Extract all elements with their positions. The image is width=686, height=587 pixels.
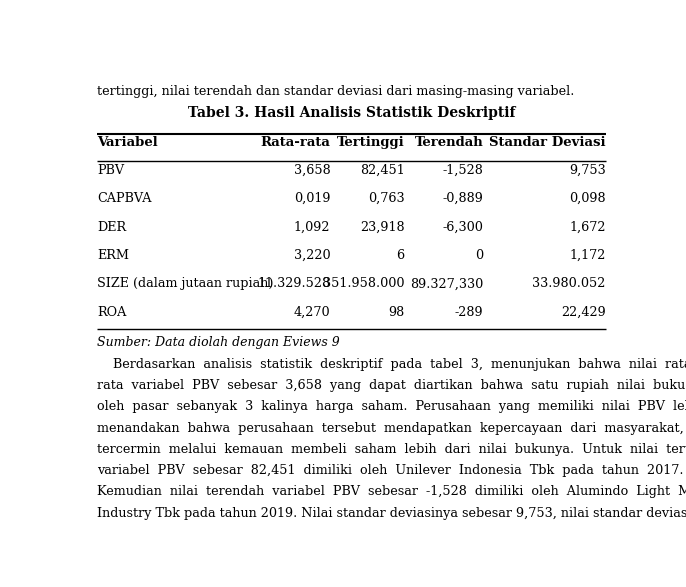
Text: DER: DER xyxy=(97,221,127,234)
Text: 82,451: 82,451 xyxy=(360,164,405,177)
Text: -1,528: -1,528 xyxy=(442,164,484,177)
Text: Standar Deviasi: Standar Deviasi xyxy=(489,136,606,150)
Text: Industry Tbk pada tahun 2019. Nilai standar deviasinya sebesar 9,753, nilai stan: Industry Tbk pada tahun 2019. Nilai stan… xyxy=(97,507,686,519)
Text: PBV: PBV xyxy=(97,164,125,177)
Text: 4,270: 4,270 xyxy=(294,306,330,319)
Text: 1,672: 1,672 xyxy=(569,221,606,234)
Text: 89.327,330: 89.327,330 xyxy=(410,278,484,291)
Text: 9,753: 9,753 xyxy=(569,164,606,177)
Text: tercermin  melalui  kemauan  membeli  saham  lebih  dari  nilai  bukunya.  Untuk: tercermin melalui kemauan membeli saham … xyxy=(97,443,686,456)
Text: 98: 98 xyxy=(388,306,405,319)
Text: oleh  pasar  sebanyak  3  kalinya  harga  saham.  Perusahaan  yang  memiliki  ni: oleh pasar sebanyak 3 kalinya harga saha… xyxy=(97,400,686,413)
Text: tertinggi, nilai terendah dan standar deviasi dari masing-masing variabel.: tertinggi, nilai terendah dan standar de… xyxy=(97,85,575,98)
Text: Kemudian  nilai  terendah  variabel  PBV  sebesar  -1,528  dimiliki  oleh  Alumi: Kemudian nilai terendah variabel PBV seb… xyxy=(97,485,686,498)
Text: 0,098: 0,098 xyxy=(569,192,606,205)
Text: -289: -289 xyxy=(455,306,484,319)
Text: menandakan  bahwa  perusahaan  tersebut  mendapatkan  kepercayaan  dari  masyara: menandakan bahwa perusahaan tersebut men… xyxy=(97,421,686,434)
Text: Variabel: Variabel xyxy=(97,136,158,150)
Text: 1,092: 1,092 xyxy=(294,221,330,234)
Text: Tertinggi: Tertinggi xyxy=(337,136,405,150)
Text: 0,763: 0,763 xyxy=(368,192,405,205)
Text: 0: 0 xyxy=(475,249,484,262)
Text: Berdasarkan  analisis  statistik  deskriptif  pada  tabel  3,  menunjukan  bahwa: Berdasarkan analisis statistik deskripti… xyxy=(97,358,686,371)
Text: 33.980.052: 33.980.052 xyxy=(532,278,606,291)
Text: 6: 6 xyxy=(397,249,405,262)
Text: 11.329.528: 11.329.528 xyxy=(257,278,330,291)
Text: ERM: ERM xyxy=(97,249,130,262)
Text: variabel  PBV  sebesar  82,451  dimiliki  oleh  Unilever  Indonesia  Tbk  pada  : variabel PBV sebesar 82,451 dimiliki ole… xyxy=(97,464,684,477)
Text: 0,019: 0,019 xyxy=(294,192,330,205)
Text: 3,220: 3,220 xyxy=(294,249,330,262)
Text: CAPBVA: CAPBVA xyxy=(97,192,152,205)
Text: ROA: ROA xyxy=(97,306,127,319)
Text: 23,918: 23,918 xyxy=(360,221,405,234)
Text: rata  variabel  PBV  sebesar  3,658  yang  dapat  diartikan  bahwa  satu  rupiah: rata variabel PBV sebesar 3,658 yang dap… xyxy=(97,379,686,392)
Text: -6,300: -6,300 xyxy=(442,221,484,234)
Text: SIZE (dalam jutaan rupiah): SIZE (dalam jutaan rupiah) xyxy=(97,278,274,291)
Text: 22,429: 22,429 xyxy=(561,306,606,319)
Text: 351.958.000: 351.958.000 xyxy=(323,278,405,291)
Text: Terendah: Terendah xyxy=(414,136,484,150)
Text: Sumber: Data diolah dengan Eviews 9: Sumber: Data diolah dengan Eviews 9 xyxy=(97,336,340,349)
Text: Tabel 3. Hasil Analisis Statistik Deskriptif: Tabel 3. Hasil Analisis Statistik Deskri… xyxy=(188,106,515,120)
Text: Rata-rata: Rata-rata xyxy=(261,136,330,150)
Text: -0,889: -0,889 xyxy=(442,192,484,205)
Text: 3,658: 3,658 xyxy=(294,164,330,177)
Text: 1,172: 1,172 xyxy=(569,249,606,262)
